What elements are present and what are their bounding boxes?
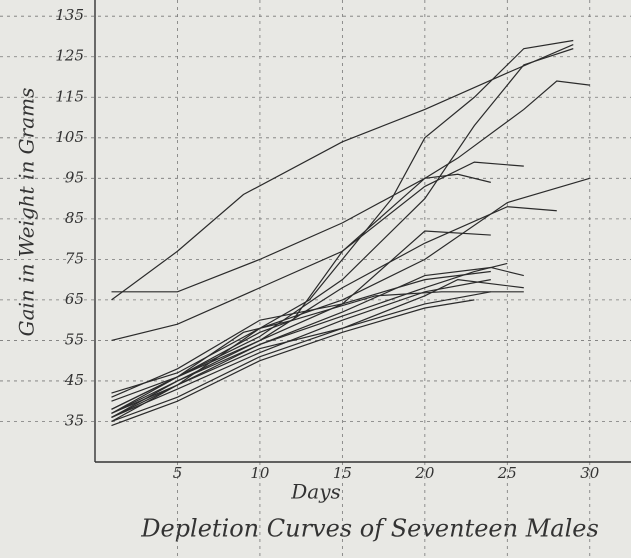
- x-tick-label: 30: [580, 464, 600, 482]
- data-line: [111, 206, 557, 414]
- data-line: [111, 161, 524, 342]
- x-tick-label: 10: [250, 464, 270, 482]
- data-line: [111, 299, 475, 427]
- chart-title: Depletion Curves of Seventeen Males: [140, 515, 599, 543]
- data-line: [111, 262, 508, 418]
- data-line: [111, 279, 524, 423]
- x-tick-label: 5: [173, 464, 183, 482]
- y-axis-title: Gain in Weight in Grams: [15, 88, 39, 337]
- data-line: [111, 173, 491, 293]
- y-tick-label: 45: [64, 371, 84, 389]
- y-tick-label: 135: [55, 6, 84, 24]
- y-tick-label: 115: [55, 87, 84, 105]
- y-tick-label: 85: [65, 209, 84, 227]
- y-tick-label: 105: [55, 128, 84, 146]
- x-tick-label: 20: [414, 464, 435, 482]
- data-line: [111, 291, 491, 422]
- data-line: [111, 44, 574, 301]
- y-tick-label: 65: [65, 290, 84, 308]
- data-line: [111, 291, 524, 414]
- y-tick-label: 55: [65, 330, 84, 348]
- y-tick-label: 95: [65, 168, 84, 186]
- x-axis-title: Days: [290, 480, 341, 504]
- data-line: [111, 80, 590, 402]
- y-tick-label: 35: [65, 411, 84, 429]
- y-tick-label: 75: [65, 249, 84, 267]
- x-tick-label: 25: [497, 464, 517, 482]
- data-line: [111, 279, 491, 418]
- data-line: [111, 270, 491, 398]
- data-line: [111, 48, 574, 410]
- x-tick-label: 15: [333, 464, 352, 482]
- y-tick-label: 125: [55, 47, 84, 65]
